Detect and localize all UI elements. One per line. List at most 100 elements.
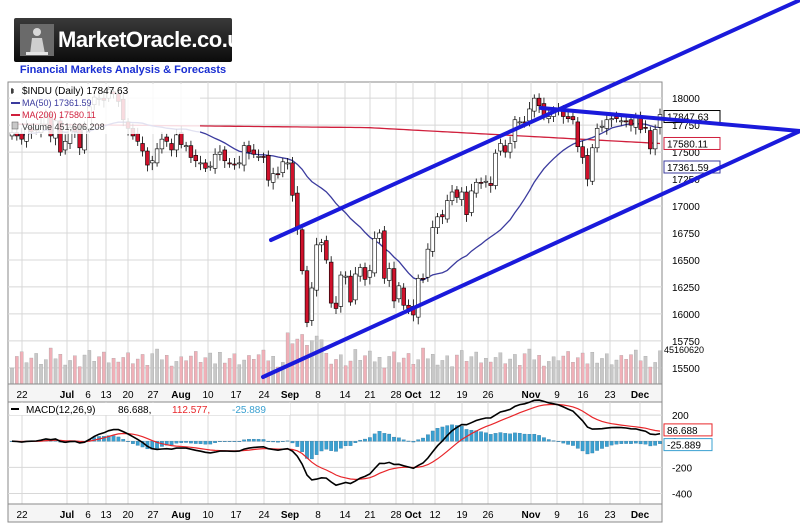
candle-body bbox=[212, 153, 218, 169]
candle-body bbox=[628, 119, 634, 126]
macd-x-tick-label: 12 bbox=[429, 510, 441, 521]
volume-bar bbox=[629, 354, 633, 385]
candle-body bbox=[309, 287, 315, 321]
market-oracle-logo[interactable]: MarketOracle.co.uk Financial Markets Ana… bbox=[14, 18, 252, 76]
x-tick-label: 13 bbox=[100, 390, 112, 401]
candle-body bbox=[159, 138, 165, 150]
macd-histogram-bar bbox=[503, 433, 508, 442]
macd-histogram-bar bbox=[435, 428, 440, 442]
macd-histogram-bar bbox=[232, 441, 237, 442]
candle-body bbox=[188, 145, 194, 158]
candle-body bbox=[372, 238, 377, 274]
volume-bar bbox=[39, 364, 43, 385]
candle-body bbox=[251, 149, 256, 155]
candle-body bbox=[357, 267, 363, 277]
macd-histogram-bar bbox=[242, 439, 246, 442]
macd-histogram-bar bbox=[155, 441, 159, 449]
trendline-lower-channel bbox=[261, 129, 800, 379]
legend-ticker: $INDU (Daily) 17847.63 bbox=[22, 86, 129, 97]
macd-histogram-bar bbox=[498, 432, 503, 442]
macd-lines bbox=[11, 399, 661, 487]
price-tick-label: 15750 bbox=[672, 337, 700, 348]
candle-body bbox=[565, 116, 571, 119]
trendline-falling-top bbox=[539, 106, 800, 133]
volume-bar bbox=[135, 358, 140, 385]
macd-x-tick-label: 26 bbox=[482, 510, 494, 521]
price-tick-label: 18000 bbox=[672, 94, 700, 105]
logo-banner: MarketOracle.co.uk bbox=[14, 18, 252, 62]
macd-histogram-bar bbox=[227, 441, 232, 442]
volume-bar bbox=[73, 355, 77, 385]
x-tick-label: 12 bbox=[429, 390, 441, 401]
x-tick-label: Sep bbox=[281, 390, 299, 401]
macd-histogram-bar bbox=[459, 426, 464, 442]
candle-body bbox=[174, 134, 179, 151]
candle-body bbox=[246, 145, 252, 153]
volume-bar bbox=[19, 351, 24, 385]
candle-body bbox=[570, 116, 576, 121]
candle-body bbox=[464, 191, 469, 215]
price-tick-label: 17250 bbox=[672, 175, 700, 186]
volume-bar bbox=[493, 357, 498, 385]
macd-legend-bg bbox=[10, 403, 290, 415]
volume-bar bbox=[102, 351, 106, 385]
macd-histogram-bar bbox=[319, 441, 324, 452]
x-tick-label: Dec bbox=[631, 390, 650, 401]
macd-histogram-bar bbox=[513, 432, 517, 442]
volume-bar bbox=[48, 347, 53, 385]
candle-body bbox=[328, 261, 334, 304]
volume-bar bbox=[638, 360, 643, 385]
macd-histogram-bar bbox=[324, 441, 329, 450]
volume-bar bbox=[421, 347, 425, 385]
volume-bar bbox=[634, 349, 638, 385]
candle-body bbox=[469, 190, 474, 213]
volume-bar bbox=[455, 354, 459, 385]
candle-body bbox=[304, 270, 310, 323]
volume-bar bbox=[82, 354, 87, 385]
volume-bar bbox=[155, 348, 159, 385]
volume-bar bbox=[600, 358, 604, 385]
macd-histogram-bar bbox=[561, 441, 566, 444]
macd-label-value: 86.688, bbox=[118, 405, 151, 416]
macd-histogram-bar bbox=[493, 433, 498, 442]
volume-bar bbox=[387, 356, 391, 385]
candle-body bbox=[623, 120, 629, 123]
price-axis-labels: 18000 17750 17500 17250 17000 16750 16500 16250… bbox=[664, 94, 704, 375]
volume-bar bbox=[227, 358, 232, 385]
price-tick-label: 16750 bbox=[672, 229, 700, 240]
candle-body bbox=[619, 120, 624, 123]
x-tick-label: 17 bbox=[230, 390, 242, 401]
volume-bar bbox=[605, 353, 609, 385]
candle-body bbox=[440, 214, 445, 218]
macd-histogram-bar bbox=[551, 440, 556, 442]
macd-histogram-bar bbox=[121, 439, 126, 442]
x-tick-label: 20 bbox=[122, 390, 134, 401]
volume-bar bbox=[459, 350, 464, 385]
macd-histogram-bar bbox=[208, 441, 213, 445]
volume-bar bbox=[218, 352, 222, 385]
macd-histogram-bar bbox=[179, 441, 184, 443]
candle-body bbox=[314, 244, 319, 291]
volume-bar bbox=[585, 363, 590, 385]
volume-bar bbox=[131, 363, 135, 385]
volume-bar bbox=[658, 350, 662, 385]
volume-bar bbox=[464, 361, 469, 385]
candle-body bbox=[382, 230, 387, 279]
candle-body bbox=[483, 180, 489, 183]
macd-label-signal: 112.577, bbox=[172, 405, 210, 416]
macd-panel-bg bbox=[7, 401, 663, 505]
macd-histogram-bar bbox=[198, 441, 203, 445]
volume-bar bbox=[319, 339, 324, 385]
macd-histogram-bar bbox=[648, 441, 653, 447]
candle-body bbox=[227, 162, 232, 165]
macd-histogram-bar bbox=[421, 437, 425, 442]
macd-histogram-bar bbox=[271, 441, 275, 443]
candle-body bbox=[454, 189, 460, 198]
macd-histogram-bar bbox=[643, 441, 648, 445]
candle-body bbox=[590, 147, 595, 182]
volume-bar bbox=[237, 364, 242, 385]
candle-body bbox=[445, 200, 450, 220]
volume-bar bbox=[24, 362, 29, 385]
macd-histogram-bar bbox=[353, 441, 358, 443]
volume-bar bbox=[392, 351, 396, 385]
